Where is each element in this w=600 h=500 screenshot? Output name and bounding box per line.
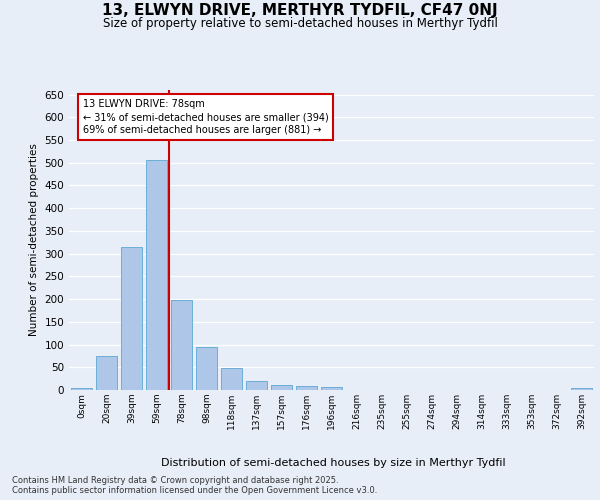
Text: Distribution of semi-detached houses by size in Merthyr Tydfil: Distribution of semi-detached houses by … [161, 458, 505, 468]
Text: Size of property relative to semi-detached houses in Merthyr Tydfil: Size of property relative to semi-detach… [103, 18, 497, 30]
Bar [321, 387, 342, 390]
Bar [121, 247, 142, 390]
Bar [96, 356, 117, 390]
Bar [196, 347, 217, 390]
Bar [246, 381, 267, 390]
Bar [71, 388, 92, 390]
Bar [296, 386, 317, 390]
Bar [271, 386, 292, 390]
Text: Contains HM Land Registry data © Crown copyright and database right 2025.
Contai: Contains HM Land Registry data © Crown c… [12, 476, 377, 495]
Bar [146, 160, 167, 390]
Bar [171, 300, 192, 390]
Text: 13 ELWYN DRIVE: 78sqm
← 31% of semi-detached houses are smaller (394)
69% of sem: 13 ELWYN DRIVE: 78sqm ← 31% of semi-deta… [83, 99, 329, 136]
Bar [571, 388, 592, 390]
Text: 13, ELWYN DRIVE, MERTHYR TYDFIL, CF47 0NJ: 13, ELWYN DRIVE, MERTHYR TYDFIL, CF47 0N… [102, 2, 498, 18]
Y-axis label: Number of semi-detached properties: Number of semi-detached properties [29, 144, 39, 336]
Bar [221, 368, 242, 390]
